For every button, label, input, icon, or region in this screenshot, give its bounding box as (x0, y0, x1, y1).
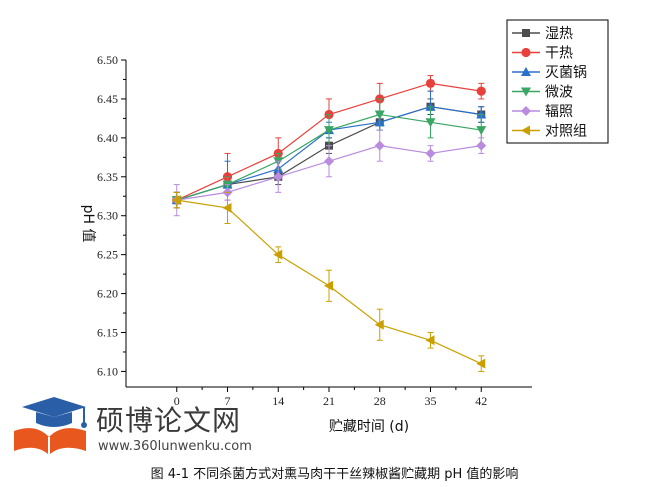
data-point (425, 148, 436, 159)
data-point (324, 126, 334, 136)
legend-label: 对照组 (545, 124, 587, 140)
x-tick-label: 35 (425, 394, 437, 408)
data-point (476, 358, 486, 369)
data-point (324, 156, 334, 167)
legend-marker (522, 29, 530, 37)
y-tick-label: 6.45 (97, 92, 118, 106)
figure-caption: 图 4-1 不同杀菌方式对熏马肉干干丝辣椒酱贮藏期 pH 值的影响 (150, 467, 519, 482)
data-point (476, 140, 487, 151)
x-tick-label: 14 (272, 394, 284, 408)
watermark-title: 硕博论文网 (96, 404, 242, 437)
axes: 6.10 6.15 6.20 6.25 6.30 6.35 6.40 6.45 6.50 0 7 14… (97, 53, 532, 408)
data-point (222, 202, 232, 213)
data-point (324, 280, 333, 291)
legend-item-5: 辐照 (512, 104, 573, 120)
x-tick-label: 42 (475, 394, 487, 408)
data-point (425, 118, 436, 128)
x-tick-label: 28 (374, 394, 386, 408)
watermark-url: www.360lunwenku.com (98, 439, 252, 454)
data-point (171, 195, 181, 206)
x-axis-title: 贮藏时间 (d) (329, 419, 409, 435)
x-tick-label: 21 (323, 394, 335, 408)
y-tick-label: 6.10 (97, 364, 118, 378)
y-tick-label: 6.50 (97, 53, 118, 67)
legend-label: 干热 (545, 46, 573, 62)
legend-marker (521, 67, 531, 76)
legend-label: 灭菌锅 (545, 65, 587, 81)
watermark-logo: 硕博论文网 www.360lunwenku.com (6, 393, 266, 459)
legend-label: 湿热 (545, 26, 573, 42)
data-point (476, 86, 486, 96)
y-tick-label: 6.25 (97, 248, 118, 262)
data-point (374, 319, 384, 330)
y-tick-label: 6.20 (97, 287, 118, 301)
legend-item-6: 对照组 (512, 124, 587, 140)
series-layer (171, 75, 487, 372)
y-tick-label: 6.40 (97, 131, 118, 145)
data-point (273, 171, 284, 182)
x-tick-label: 7 (225, 394, 231, 408)
data-point (374, 140, 385, 151)
legend-item-2: 干热 (512, 46, 573, 62)
legend-item-3: 灭菌锅 (512, 65, 587, 81)
y-axis-title: pH 值 (80, 205, 96, 243)
legend-item-1: 湿热 (512, 26, 573, 42)
legend-marker (521, 125, 530, 136)
data-point (425, 335, 435, 346)
legend-marker (521, 106, 531, 116)
legend-label: 辐照 (545, 104, 573, 120)
data-point (476, 126, 487, 136)
graduation-cap-book-icon (14, 397, 87, 455)
y-tick-label: 6.15 (97, 326, 118, 340)
y-tick-label: 6.35 (97, 170, 118, 184)
data-point (273, 249, 283, 260)
legend-marker (521, 87, 531, 97)
x-tick-label: 0 (174, 394, 180, 408)
legend-item-4: 微波 (512, 85, 573, 101)
data-point (425, 78, 436, 88)
series-6 (171, 191, 486, 372)
legend-label: 微波 (545, 85, 573, 101)
y-tick-label: 6.30 (97, 209, 118, 223)
data-point (374, 110, 385, 120)
legend-marker (521, 47, 531, 58)
legend-box (506, 19, 609, 144)
